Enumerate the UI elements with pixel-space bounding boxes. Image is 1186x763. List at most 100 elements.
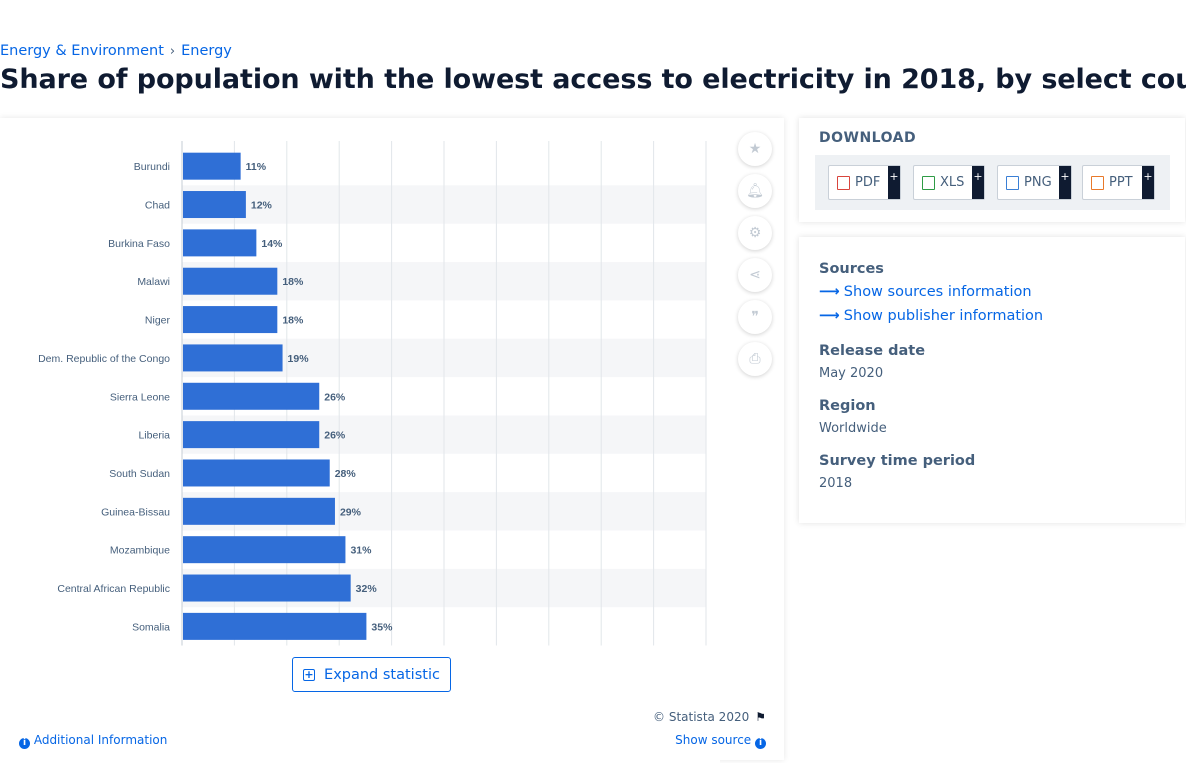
print-button[interactable]: ⎙ xyxy=(738,342,772,376)
png-file-icon xyxy=(1006,176,1019,190)
plus-icon: + xyxy=(972,166,984,199)
notification-button[interactable]: 🔔︎ xyxy=(738,174,772,208)
quote-icon: ❞ xyxy=(751,309,759,325)
show-source-link[interactable]: Show source i xyxy=(675,733,766,749)
expand-icon: + xyxy=(303,669,315,681)
print-icon: ⎙ xyxy=(749,351,760,367)
expand-statistic-button[interactable]: + Expand statistic xyxy=(292,657,451,692)
bar xyxy=(183,229,256,256)
bar xyxy=(183,575,351,602)
additional-information-label: Additional Information xyxy=(34,733,168,747)
show-publisher-label: Show publisher information xyxy=(844,308,1043,324)
favorite-button[interactable]: ★ xyxy=(738,132,772,166)
ppt-file-icon xyxy=(1091,176,1104,190)
data-label: 31% xyxy=(350,545,372,557)
chart-card: Burundi 11% Chad 12% Burkina Faso 14% Malawi 18… xyxy=(0,118,784,760)
download-pdf-label: PDF xyxy=(855,175,880,190)
show-source-label: Show source xyxy=(675,733,751,747)
info-icon: i xyxy=(19,738,30,749)
download-xls-button[interactable]: XLS + xyxy=(913,165,985,200)
download-panel: DOWNLOAD PDF + XLS + PNG + PPT + xyxy=(799,118,1185,222)
settings-button[interactable]: ⚙ xyxy=(738,216,772,250)
pdf-file-icon xyxy=(837,176,850,190)
cite-button[interactable]: ❞ xyxy=(738,300,772,334)
survey-period-heading: Survey time period xyxy=(819,453,975,469)
plus-icon: + xyxy=(888,166,900,199)
data-label: 28% xyxy=(335,468,357,480)
bar xyxy=(183,344,283,371)
bar xyxy=(183,306,277,333)
data-label: 26% xyxy=(324,391,346,403)
chart-toolbar: ★ 🔔︎ ⚙ ⋖ ❞ ⎙ xyxy=(738,132,772,384)
bar-chart: Burundi 11% Chad 12% Burkina Faso 14% Malawi 18… xyxy=(0,118,730,718)
category-label: Liberia xyxy=(138,430,170,442)
download-png-label: PNG xyxy=(1024,175,1052,190)
arrow-right-icon: ⟶ xyxy=(819,284,840,300)
category-label: Sierra Leone xyxy=(110,391,170,403)
bell-icon: 🔔︎ xyxy=(746,183,764,199)
flag-icon[interactable]: ⚑ xyxy=(755,710,766,724)
category-label: Somalia xyxy=(132,621,170,633)
info-icon: i xyxy=(755,738,766,749)
category-label: Mozambique xyxy=(110,545,170,557)
copyright-text: © Statista 2020 xyxy=(653,710,749,724)
bar xyxy=(183,153,241,180)
download-ppt-button[interactable]: PPT + xyxy=(1082,165,1155,200)
category-label: Burundi xyxy=(134,161,170,173)
download-png-button[interactable]: PNG + xyxy=(997,165,1072,200)
breadcrumb-separator: › xyxy=(170,44,175,59)
plus-icon: + xyxy=(1142,166,1154,199)
show-publisher-link[interactable]: ⟶ Show publisher information xyxy=(819,308,1043,324)
data-label: 11% xyxy=(246,161,267,173)
data-label: 18% xyxy=(282,276,304,288)
bar xyxy=(183,536,345,563)
share-icon: ⋖ xyxy=(749,267,761,283)
additional-information-link[interactable]: i Additional Information xyxy=(19,733,167,749)
data-label: 32% xyxy=(356,583,378,595)
category-label: Guinea-Bissau xyxy=(101,506,170,518)
category-label: Dem. Republic of the Congo xyxy=(38,353,170,365)
gear-icon: ⚙ xyxy=(749,225,762,241)
share-button[interactable]: ⋖ xyxy=(738,258,772,292)
download-ppt-label: PPT xyxy=(1109,175,1133,190)
bar xyxy=(183,191,246,218)
breadcrumb-item-energy[interactable]: Energy xyxy=(181,43,232,59)
category-label: South Sudan xyxy=(109,468,170,480)
breadcrumb-item-energy-environment[interactable]: Energy & Environment xyxy=(0,43,164,59)
release-date-value: May 2020 xyxy=(819,366,883,381)
survey-period-value: 2018 xyxy=(819,476,852,491)
bar xyxy=(183,268,277,295)
plus-icon: + xyxy=(1059,166,1071,199)
bar xyxy=(183,383,319,410)
category-label: Niger xyxy=(145,315,171,327)
star-icon: ★ xyxy=(749,141,762,157)
data-label: 26% xyxy=(324,430,346,442)
download-title: DOWNLOAD xyxy=(819,130,916,146)
page-title: Share of population with the lowest acce… xyxy=(0,64,1186,95)
bar xyxy=(183,459,330,486)
data-label: 19% xyxy=(288,353,310,365)
download-xls-label: XLS xyxy=(940,175,964,190)
category-label: Malawi xyxy=(137,276,170,288)
download-pdf-button[interactable]: PDF + xyxy=(828,165,901,200)
show-sources-link[interactable]: ⟶ Show sources information xyxy=(819,284,1032,300)
category-label: Burkina Faso xyxy=(108,238,170,250)
bar xyxy=(183,498,335,525)
sources-heading: Sources xyxy=(819,261,884,277)
data-label: 35% xyxy=(371,621,393,633)
category-label: Chad xyxy=(145,200,170,212)
breadcrumb: Energy & Environment › Energy xyxy=(0,43,232,59)
data-label: 29% xyxy=(340,506,362,518)
region-value: Worldwide xyxy=(819,421,887,436)
statistic-info-panel: Sources ⟶ Show sources information ⟶ Show … xyxy=(799,237,1185,523)
bar xyxy=(183,613,366,640)
data-label: 18% xyxy=(282,315,304,327)
arrow-right-icon: ⟶ xyxy=(819,308,840,324)
show-sources-label: Show sources information xyxy=(844,284,1032,300)
category-label: Central African Republic xyxy=(57,583,170,595)
data-label: 14% xyxy=(261,238,283,250)
expand-statistic-label: Expand statistic xyxy=(324,667,440,683)
xls-file-icon xyxy=(922,176,935,190)
release-date-heading: Release date xyxy=(819,343,925,359)
bar xyxy=(183,421,319,448)
